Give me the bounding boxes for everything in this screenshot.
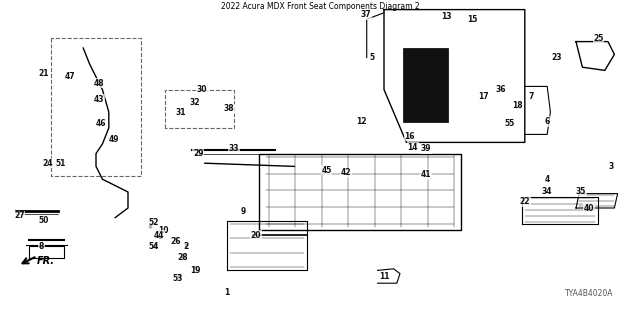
Text: 7: 7 <box>529 92 534 100</box>
Text: 45: 45 <box>321 166 332 175</box>
Text: 46: 46 <box>96 119 106 128</box>
Text: 53: 53 <box>173 274 183 283</box>
Text: 6: 6 <box>545 117 550 126</box>
Text: 47: 47 <box>65 72 76 81</box>
Text: 2022 Acura MDX Front Seat Components Diagram 2: 2022 Acura MDX Front Seat Components Dia… <box>221 2 419 11</box>
Text: 25: 25 <box>593 34 604 43</box>
Text: 32: 32 <box>190 98 200 107</box>
Text: 30: 30 <box>196 85 207 94</box>
Text: TYA4B4020A: TYA4B4020A <box>564 289 613 298</box>
Text: 55: 55 <box>504 119 515 128</box>
Text: 5: 5 <box>370 53 375 62</box>
Text: 33: 33 <box>228 144 239 153</box>
Text: 28: 28 <box>177 253 188 262</box>
Text: 2: 2 <box>183 242 188 251</box>
Text: FR.: FR. <box>37 256 55 266</box>
Text: 40: 40 <box>584 204 594 212</box>
Text: 24: 24 <box>43 159 53 168</box>
Text: 43: 43 <box>94 95 104 104</box>
Text: 8: 8 <box>39 242 44 251</box>
Text: 29: 29 <box>193 149 204 158</box>
Text: 16: 16 <box>404 132 415 140</box>
Text: 4: 4 <box>545 175 550 184</box>
Text: 27: 27 <box>14 212 24 220</box>
Text: 23: 23 <box>552 53 562 62</box>
Text: 31: 31 <box>176 108 186 116</box>
Text: 20: 20 <box>251 231 261 240</box>
Text: 19: 19 <box>190 266 200 275</box>
Text: 18: 18 <box>512 101 522 110</box>
Text: 35: 35 <box>576 188 586 196</box>
Text: 1: 1 <box>225 288 230 297</box>
Text: 14: 14 <box>408 143 418 152</box>
Text: 10: 10 <box>158 226 168 235</box>
Text: 37: 37 <box>361 10 371 19</box>
Text: 44: 44 <box>154 231 164 240</box>
Text: 41: 41 <box>420 170 431 179</box>
Polygon shape <box>403 48 448 122</box>
Text: 21: 21 <box>38 69 49 78</box>
Text: 26: 26 <box>171 237 181 246</box>
Text: 49: 49 <box>109 135 119 144</box>
Text: 51: 51 <box>56 159 66 168</box>
Text: 15: 15 <box>467 15 477 24</box>
Text: 52: 52 <box>148 218 159 227</box>
Text: 36: 36 <box>495 85 506 94</box>
Text: 3: 3 <box>609 162 614 171</box>
Text: 38: 38 <box>224 104 234 113</box>
Text: 13: 13 <box>442 12 452 21</box>
Text: 39: 39 <box>420 144 431 153</box>
Text: 50: 50 <box>38 216 49 225</box>
Text: 34: 34 <box>542 188 552 196</box>
Text: 12: 12 <box>356 117 367 126</box>
Text: 54: 54 <box>148 242 159 251</box>
Text: 11: 11 <box>379 272 389 281</box>
Text: 48: 48 <box>94 79 104 88</box>
Text: 22: 22 <box>520 197 530 206</box>
Text: 42: 42 <box>340 168 351 177</box>
Text: 9: 9 <box>241 207 246 216</box>
Text: 17: 17 <box>478 92 488 100</box>
